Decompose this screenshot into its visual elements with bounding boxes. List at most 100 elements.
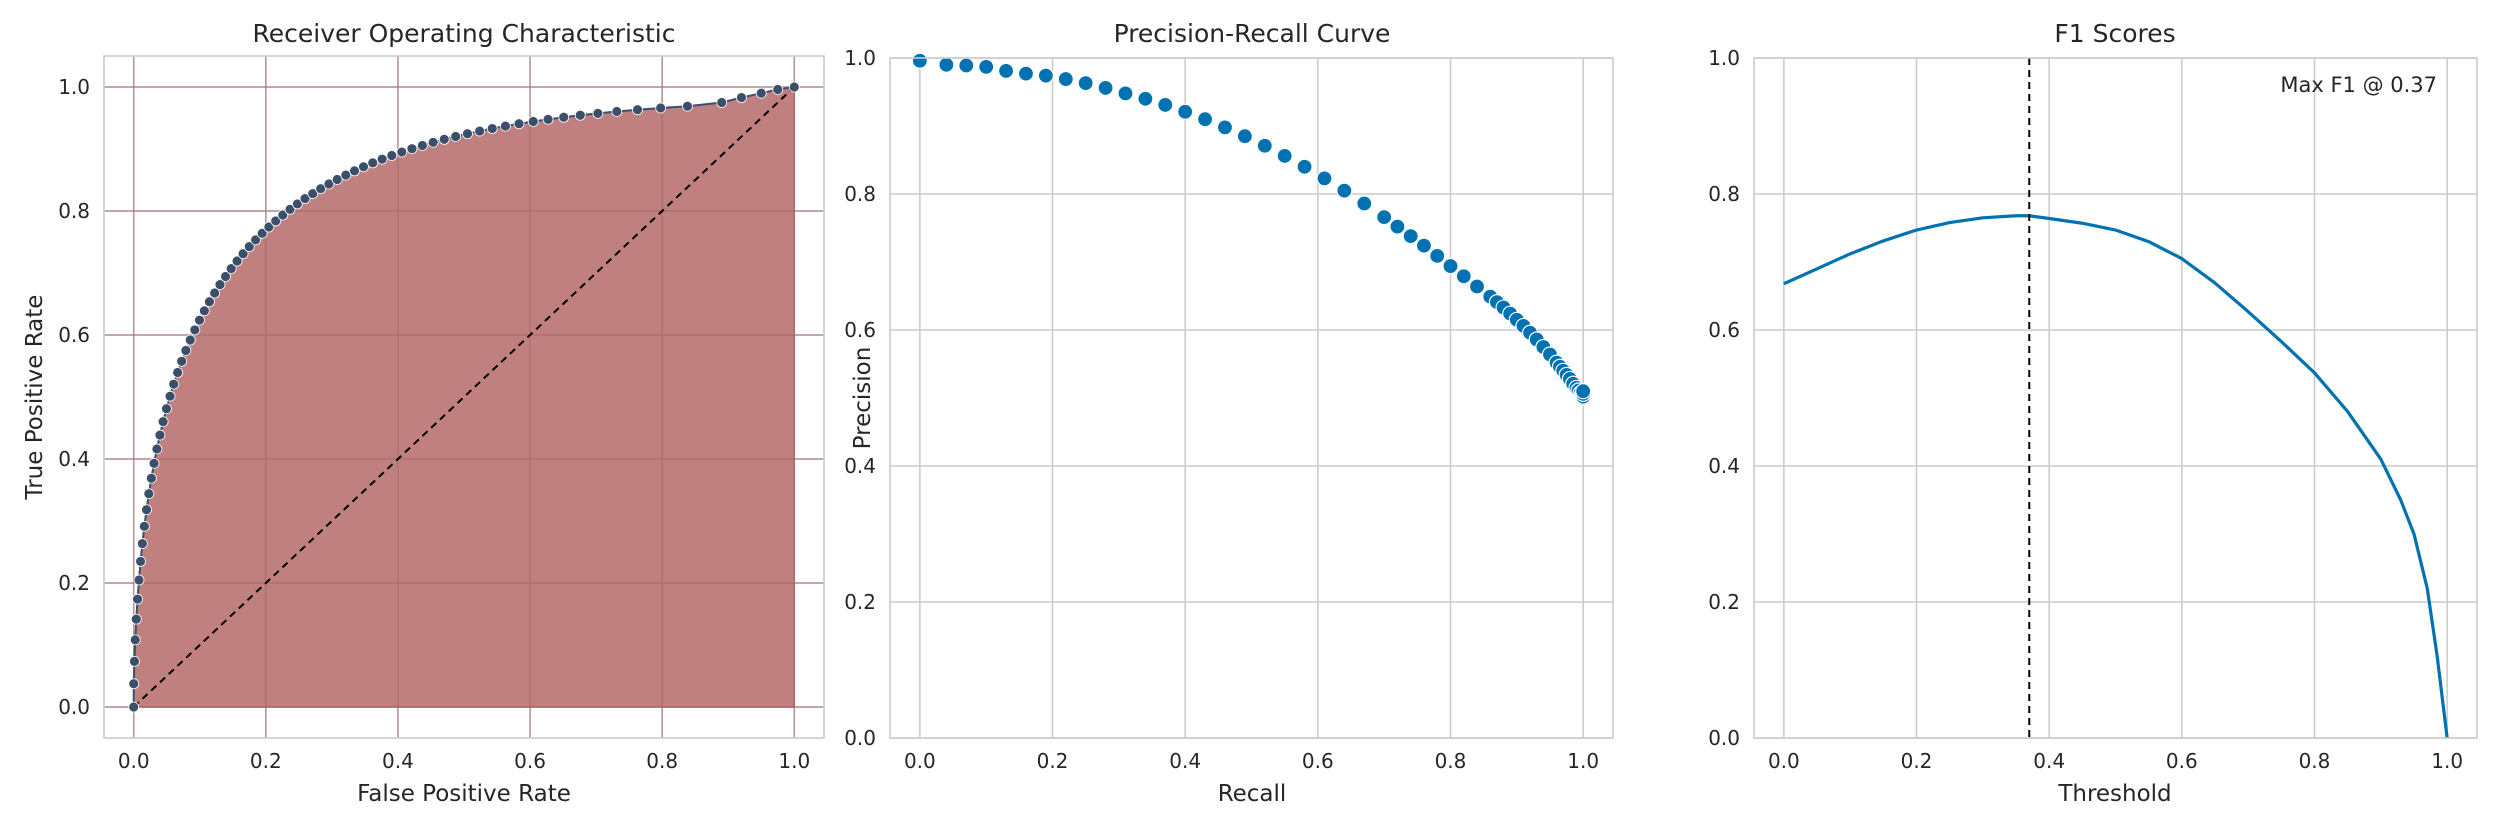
f1-x-tick-label: 0.0 xyxy=(1768,749,1800,773)
f1-x-tick-label: 0.8 xyxy=(2299,749,2331,773)
roc-curve-point xyxy=(263,221,275,233)
roc-curve-point xyxy=(486,123,498,134)
pr-x-tick-label: 0.6 xyxy=(1302,749,1334,773)
pr-curve-point xyxy=(1196,111,1214,128)
pr-curve-point xyxy=(1077,75,1094,92)
roc-curve-point xyxy=(427,136,439,148)
roc-y-tick-label: 0.0 xyxy=(58,695,90,719)
roc-curve-point xyxy=(199,305,210,317)
roc-y-tick-label: 0.2 xyxy=(58,571,90,595)
pr-curve-point xyxy=(1017,65,1035,82)
pr-curve-point xyxy=(1296,158,1313,175)
pr-curve-point xyxy=(1376,209,1393,226)
pr-y-tick-label: 0.2 xyxy=(844,590,876,614)
roc-curve-point xyxy=(396,146,408,158)
roc-curve-point xyxy=(527,116,539,127)
pr-curve-point xyxy=(978,58,995,75)
roc-y-label: True Positive Rate xyxy=(22,295,48,501)
roc-curve-point xyxy=(128,678,140,690)
roc-y-tick-label: 0.6 xyxy=(58,323,90,347)
roc-curve-point xyxy=(250,234,262,246)
f1-y-tick-label: 0.6 xyxy=(1708,318,1740,342)
roc-y-ticks: 0.0 0.2 0.4 0.6 0.8 1.0 xyxy=(58,75,90,719)
pr-curve-point xyxy=(1316,170,1333,187)
pr-curve-point xyxy=(1575,383,1592,400)
roc-x-tick-label: 0.8 xyxy=(646,749,678,773)
roc-curve-point xyxy=(148,457,160,469)
f1-y-ticks: 0.0 0.2 0.4 0.6 0.8 1.0 xyxy=(1708,46,1740,750)
roc-diagonal-line xyxy=(133,86,795,708)
roc-curve-point xyxy=(161,403,172,415)
roc-curve-point xyxy=(542,113,554,125)
roc-curve-point xyxy=(632,104,643,116)
roc-curve-point xyxy=(716,97,728,108)
roc-curve-point xyxy=(168,378,180,390)
pr-curve-point xyxy=(1442,257,1459,275)
roc-x-tick-label: 0.2 xyxy=(250,749,282,773)
roc-y-tick-label: 1.0 xyxy=(58,75,90,99)
f1-score-line xyxy=(1783,214,2449,739)
roc-x-tick-label: 0.6 xyxy=(514,749,546,773)
roc-curve-point xyxy=(292,198,303,210)
roc-curve-point xyxy=(132,593,143,605)
roc-curve-point xyxy=(331,174,343,185)
pr-curve-point xyxy=(1389,218,1406,235)
f1-y-tick-label: 1.0 xyxy=(1708,46,1740,70)
pr-curve-point xyxy=(1137,90,1154,107)
roc-curve-point xyxy=(307,188,319,199)
roc-curve-point xyxy=(243,241,255,253)
roc-x-tick-label: 0.0 xyxy=(118,749,150,773)
roc-x-ticks: 0.0 0.2 0.4 0.6 0.8 1.0 xyxy=(118,749,810,773)
pr-y-tick-label: 0.0 xyxy=(844,726,876,750)
pr-curve-point xyxy=(1057,70,1074,88)
roc-curve-point xyxy=(406,143,418,155)
roc-x-tick-label: 1.0 xyxy=(778,749,810,773)
roc-curve-point xyxy=(129,655,140,667)
roc-curve-point xyxy=(349,165,360,177)
roc-curve-point xyxy=(277,209,289,221)
pr-x-ticks: 0.0 0.2 0.4 0.6 0.8 1.0 xyxy=(904,749,1599,773)
roc-x-label: False Positive Rate xyxy=(357,781,571,807)
pr-x-tick-label: 1.0 xyxy=(1567,749,1599,773)
f1-x-ticks: 0.0 0.2 0.4 0.6 0.8 1.0 xyxy=(1768,749,2463,773)
roc-curve-point xyxy=(135,556,146,567)
f1-frame xyxy=(1753,57,2478,739)
f1-y-tick-label: 0.8 xyxy=(1708,182,1740,206)
pr-curve-point xyxy=(1177,103,1194,120)
pr-curve-point xyxy=(958,57,975,74)
roc-curve-point xyxy=(592,107,604,119)
pr-curve-point xyxy=(1468,278,1486,295)
roc-curve-point xyxy=(513,118,525,130)
roc-curve-point xyxy=(164,390,176,402)
f1-plot-area xyxy=(1754,58,2477,738)
roc-y-tick-label: 0.4 xyxy=(58,447,90,471)
pr-curve-point xyxy=(1336,182,1353,199)
roc-curve-point xyxy=(189,324,201,336)
roc-curve-point xyxy=(256,227,268,239)
roc-curve-point xyxy=(180,345,192,356)
pr-x-tick-label: 0.2 xyxy=(1037,749,1069,773)
pr-y-tick-label: 1.0 xyxy=(844,46,876,70)
pr-curve-point xyxy=(1117,85,1134,102)
pr-x-tick-label: 0.4 xyxy=(1169,749,1201,773)
roc-curve-point xyxy=(376,153,388,165)
roc-curve-point xyxy=(157,416,169,428)
pr-frame xyxy=(889,57,1614,739)
pr-curve-point xyxy=(997,62,1015,80)
pr-curve-point xyxy=(1097,79,1114,97)
roc-curve-point xyxy=(129,634,141,646)
roc-curve-point xyxy=(558,111,570,123)
roc-curve-point xyxy=(772,84,784,95)
f1-max-annotation: Max F1 @ 0.37 xyxy=(2280,73,2437,97)
roc-curve-point xyxy=(130,613,142,625)
pr-y-label: Precision xyxy=(850,347,876,450)
roc-curve-point xyxy=(500,120,511,132)
roc-curve-point xyxy=(358,161,369,173)
pr-curve-point xyxy=(1236,128,1253,145)
roc-curve-point xyxy=(154,429,166,441)
roc-curve-point xyxy=(128,701,140,713)
pr-curve-point xyxy=(1402,228,1419,245)
f1-x-tick-label: 0.4 xyxy=(2033,749,2065,773)
roc-curve-point xyxy=(299,193,311,205)
